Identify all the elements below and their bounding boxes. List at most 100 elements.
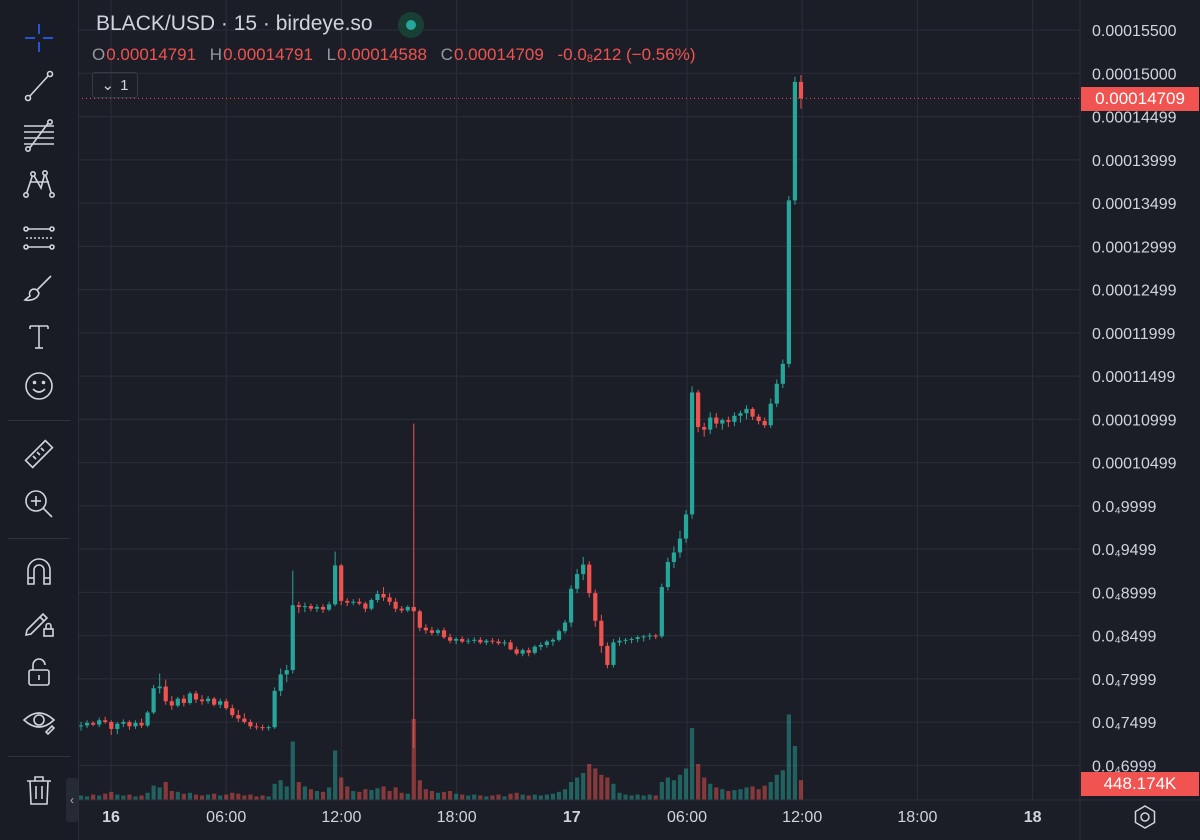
- candle-body: [314, 606, 320, 609]
- pattern-tool-button[interactable]: [14, 164, 64, 204]
- price-tick-label: 0.00011999: [1092, 326, 1175, 343]
- chart-settings-button[interactable]: [1130, 802, 1160, 832]
- volume-bar: [780, 770, 785, 800]
- price-tick-label: 0.00011499: [1092, 369, 1175, 386]
- collapse-toolbar-button[interactable]: ‹: [66, 778, 78, 822]
- indicators-toggle-button[interactable]: ⌄ 1: [92, 72, 138, 98]
- volume-bar: [345, 786, 350, 800]
- volume-bar: [230, 792, 235, 800]
- candle-body: [466, 640, 471, 642]
- candle-body: [581, 564, 586, 575]
- volume-bar: [260, 795, 265, 800]
- crosshair-tool-button[interactable]: [14, 18, 64, 58]
- volume-bar: [97, 795, 102, 800]
- candle-body: [363, 603, 368, 609]
- volume-bar: [641, 795, 646, 800]
- candle-body: [520, 650, 525, 654]
- candle-body: [284, 670, 289, 675]
- gear-icon: [1134, 805, 1156, 829]
- fib-tool-button[interactable]: [14, 116, 64, 156]
- volume-bar: [145, 792, 150, 800]
- pattern-icon: [22, 170, 55, 198]
- unlock-button[interactable]: [14, 652, 64, 692]
- emoji-tool-button[interactable]: [14, 366, 64, 406]
- volume-bar: [792, 746, 798, 800]
- trash-icon: [27, 776, 51, 805]
- brush-tool-button[interactable]: [14, 268, 64, 308]
- volume-bar: [163, 782, 168, 800]
- volume-bar: [333, 750, 338, 800]
- candle-body: [429, 630, 435, 633]
- candle-body: [593, 593, 598, 621]
- price-tick-label: 0.0₄9999: [1092, 499, 1156, 516]
- price-tick-label: 0.0₄8999: [1092, 585, 1156, 602]
- change-value: -0.08212 (−0.56%): [557, 45, 696, 65]
- market-status-icon[interactable]: [398, 12, 424, 38]
- volume-bar: [393, 787, 398, 800]
- candle-body: [224, 701, 229, 709]
- candle-body: [326, 604, 332, 610]
- prediction-icon: [23, 226, 55, 250]
- candle-body: [272, 690, 277, 728]
- prediction-tool-button[interactable]: [14, 218, 64, 258]
- volume-bar: [774, 774, 779, 800]
- lock-drawings-button[interactable]: [14, 602, 64, 642]
- text-tool-button[interactable]: [14, 316, 64, 356]
- volume-bar: [339, 777, 344, 800]
- time-tick-label: 12:00: [321, 809, 361, 826]
- volume-bar: [665, 777, 670, 800]
- candle-body: [659, 587, 664, 637]
- volume-bar: [187, 792, 193, 800]
- candle-body: [97, 720, 102, 725]
- price-tick-label: 0.00015000: [1092, 66, 1177, 83]
- volume-bar: [750, 786, 755, 800]
- volume-bar: [387, 791, 392, 800]
- ruler-icon: [24, 439, 54, 469]
- candle-body: [575, 574, 580, 589]
- volume-bar: [599, 774, 604, 800]
- candle-body: [393, 601, 398, 609]
- candle-body: [133, 722, 138, 727]
- volume-bar: [696, 764, 701, 800]
- volume-bar: [193, 794, 199, 800]
- candle-body: [260, 727, 265, 729]
- candle-body: [139, 722, 144, 726]
- volume-bar: [732, 790, 737, 800]
- candle-body: [151, 688, 156, 713]
- volume-bar: [677, 774, 683, 800]
- hide-drawings-button[interactable]: [14, 700, 64, 740]
- volume-bar: [399, 792, 404, 800]
- volume-bar: [683, 768, 689, 800]
- symbol-title[interactable]: BLACK/USD · 15 · birdeye.so: [96, 12, 373, 35]
- candle-body: [538, 645, 543, 647]
- volume-bar: [441, 791, 447, 800]
- volume-bar: [617, 792, 622, 800]
- remove-drawings-button[interactable]: [14, 770, 64, 810]
- candle-body: [387, 597, 392, 602]
- candle-body: [550, 639, 556, 642]
- candle-body: [230, 708, 235, 716]
- volume-bar: [653, 795, 658, 800]
- volume-bar: [629, 795, 634, 800]
- candle-body: [441, 630, 447, 638]
- indicator-count: 1: [120, 76, 129, 94]
- trend-line-tool-button[interactable]: [14, 66, 64, 106]
- candle-body: [193, 693, 199, 700]
- volume-bar: [496, 794, 501, 800]
- candle-body: [798, 81, 804, 99]
- candle-body: [780, 363, 785, 384]
- volume-bar: [411, 719, 416, 800]
- volume-bar: [103, 793, 108, 800]
- volume-bar: [568, 782, 574, 800]
- candle-body: [490, 640, 495, 642]
- last-price-badge: 0.00014709: [1081, 87, 1199, 111]
- zoom-in-tool-button[interactable]: [14, 484, 64, 524]
- volume-bar: [460, 794, 465, 800]
- ruler-tool-button[interactable]: [14, 434, 64, 474]
- volume-bar: [175, 791, 180, 800]
- volume-bar: [181, 793, 186, 800]
- magnet-tool-button[interactable]: [14, 552, 64, 592]
- volume-bar: [272, 783, 277, 800]
- volume-bar: [405, 793, 410, 800]
